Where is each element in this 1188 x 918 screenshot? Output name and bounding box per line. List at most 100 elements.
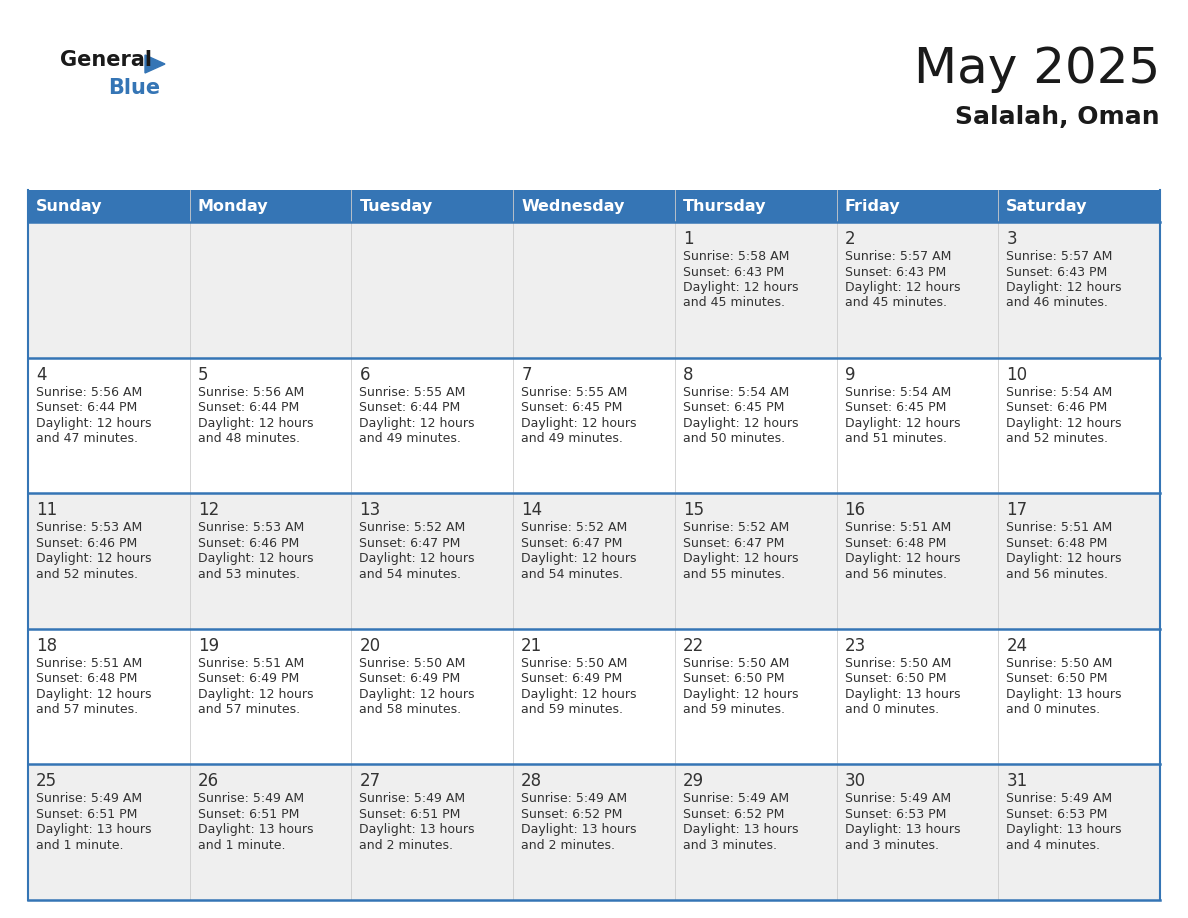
Text: 25: 25 [36,772,57,790]
Text: 27: 27 [360,772,380,790]
Text: Sunrise: 5:57 AM: Sunrise: 5:57 AM [845,250,950,263]
Text: and 57 minutes.: and 57 minutes. [36,703,138,716]
Text: Sunrise: 5:51 AM: Sunrise: 5:51 AM [845,521,950,534]
Text: 30: 30 [845,772,866,790]
Text: Sunset: 6:51 PM: Sunset: 6:51 PM [197,808,299,821]
Text: 3: 3 [1006,230,1017,248]
Text: Sunrise: 5:49 AM: Sunrise: 5:49 AM [360,792,466,805]
Text: Sunset: 6:48 PM: Sunset: 6:48 PM [36,672,138,686]
Text: Sunset: 6:46 PM: Sunset: 6:46 PM [36,537,138,550]
Text: Sunset: 6:48 PM: Sunset: 6:48 PM [1006,537,1107,550]
Text: Sunrise: 5:54 AM: Sunrise: 5:54 AM [845,386,950,398]
Text: and 57 minutes.: and 57 minutes. [197,703,299,716]
Text: Sunrise: 5:50 AM: Sunrise: 5:50 AM [522,656,627,670]
Text: Daylight: 12 hours: Daylight: 12 hours [845,417,960,430]
Text: Daylight: 12 hours: Daylight: 12 hours [197,688,314,700]
Text: Sunrise: 5:50 AM: Sunrise: 5:50 AM [845,656,950,670]
Text: Sunset: 6:49 PM: Sunset: 6:49 PM [522,672,623,686]
Text: Daylight: 12 hours: Daylight: 12 hours [197,553,314,565]
Text: and 59 minutes.: and 59 minutes. [522,703,624,716]
Text: Daylight: 12 hours: Daylight: 12 hours [683,688,798,700]
Text: 6: 6 [360,365,369,384]
Text: 2: 2 [845,230,855,248]
Text: Sunrise: 5:52 AM: Sunrise: 5:52 AM [683,521,789,534]
Text: 10: 10 [1006,365,1028,384]
Text: Daylight: 12 hours: Daylight: 12 hours [360,553,475,565]
Text: Sunrise: 5:51 AM: Sunrise: 5:51 AM [36,656,143,670]
Text: and 1 minute.: and 1 minute. [36,839,124,852]
Text: and 49 minutes.: and 49 minutes. [360,432,461,445]
Text: and 1 minute.: and 1 minute. [197,839,285,852]
Text: Sunrise: 5:49 AM: Sunrise: 5:49 AM [845,792,950,805]
Text: Daylight: 12 hours: Daylight: 12 hours [1006,553,1121,565]
Text: 12: 12 [197,501,219,520]
Text: Sunrise: 5:53 AM: Sunrise: 5:53 AM [197,521,304,534]
Text: Friday: Friday [845,198,901,214]
Text: 14: 14 [522,501,542,520]
Text: 1: 1 [683,230,694,248]
Text: Sunset: 6:50 PM: Sunset: 6:50 PM [845,672,946,686]
Text: Daylight: 12 hours: Daylight: 12 hours [522,417,637,430]
Text: Sunrise: 5:55 AM: Sunrise: 5:55 AM [360,386,466,398]
Text: Daylight: 13 hours: Daylight: 13 hours [683,823,798,836]
Text: Thursday: Thursday [683,198,766,214]
Text: Sunday: Sunday [36,198,102,214]
Text: 5: 5 [197,365,208,384]
Bar [29,190,1159,222]
Text: 11: 11 [36,501,57,520]
Text: Daylight: 12 hours: Daylight: 12 hours [683,281,798,294]
Text: Sunset: 6:44 PM: Sunset: 6:44 PM [360,401,461,414]
Text: 23: 23 [845,637,866,655]
Bar [29,493,1159,629]
Text: and 3 minutes.: and 3 minutes. [845,839,939,852]
Text: Daylight: 12 hours: Daylight: 12 hours [683,553,798,565]
Text: Sunrise: 5:52 AM: Sunrise: 5:52 AM [360,521,466,534]
Text: 13: 13 [360,501,380,520]
Text: Daylight: 12 hours: Daylight: 12 hours [683,417,798,430]
Text: Daylight: 12 hours: Daylight: 12 hours [845,281,960,294]
Text: and 56 minutes.: and 56 minutes. [845,567,947,581]
Text: May 2025: May 2025 [914,45,1159,93]
Text: 17: 17 [1006,501,1028,520]
Text: and 59 minutes.: and 59 minutes. [683,703,785,716]
Text: Sunset: 6:48 PM: Sunset: 6:48 PM [845,537,946,550]
Text: Sunrise: 5:54 AM: Sunrise: 5:54 AM [1006,386,1112,398]
Text: 7: 7 [522,365,532,384]
Text: Daylight: 12 hours: Daylight: 12 hours [36,553,152,565]
Text: Sunset: 6:47 PM: Sunset: 6:47 PM [360,537,461,550]
Text: Sunset: 6:51 PM: Sunset: 6:51 PM [360,808,461,821]
Text: and 55 minutes.: and 55 minutes. [683,567,785,581]
Text: Sunset: 6:45 PM: Sunset: 6:45 PM [845,401,946,414]
Text: 16: 16 [845,501,866,520]
Text: Sunset: 6:50 PM: Sunset: 6:50 PM [683,672,784,686]
Text: Daylight: 13 hours: Daylight: 13 hours [36,823,152,836]
Text: and 0 minutes.: and 0 minutes. [845,703,939,716]
Text: Sunset: 6:53 PM: Sunset: 6:53 PM [1006,808,1107,821]
Text: 18: 18 [36,637,57,655]
Text: Daylight: 12 hours: Daylight: 12 hours [36,417,152,430]
Text: Sunrise: 5:51 AM: Sunrise: 5:51 AM [197,656,304,670]
Text: Sunrise: 5:56 AM: Sunrise: 5:56 AM [197,386,304,398]
Text: 15: 15 [683,501,704,520]
Text: 19: 19 [197,637,219,655]
Text: Daylight: 12 hours: Daylight: 12 hours [1006,281,1121,294]
Text: Sunset: 6:43 PM: Sunset: 6:43 PM [1006,265,1107,278]
Text: 4: 4 [36,365,46,384]
Text: 9: 9 [845,365,855,384]
Text: Daylight: 13 hours: Daylight: 13 hours [1006,688,1121,700]
Text: Sunset: 6:47 PM: Sunset: 6:47 PM [683,537,784,550]
Bar [29,629,1159,765]
Text: Monday: Monday [197,198,268,214]
Text: Sunrise: 5:50 AM: Sunrise: 5:50 AM [683,656,789,670]
Text: Sunset: 6:45 PM: Sunset: 6:45 PM [683,401,784,414]
Text: Sunset: 6:44 PM: Sunset: 6:44 PM [36,401,138,414]
Text: Sunset: 6:44 PM: Sunset: 6:44 PM [197,401,299,414]
Text: Daylight: 12 hours: Daylight: 12 hours [1006,417,1121,430]
Text: Sunrise: 5:50 AM: Sunrise: 5:50 AM [1006,656,1113,670]
Text: Tuesday: Tuesday [360,198,432,214]
Text: Daylight: 13 hours: Daylight: 13 hours [845,688,960,700]
Text: Sunset: 6:52 PM: Sunset: 6:52 PM [522,808,623,821]
Text: 8: 8 [683,365,694,384]
Text: and 4 minutes.: and 4 minutes. [1006,839,1100,852]
Text: and 46 minutes.: and 46 minutes. [1006,297,1108,309]
